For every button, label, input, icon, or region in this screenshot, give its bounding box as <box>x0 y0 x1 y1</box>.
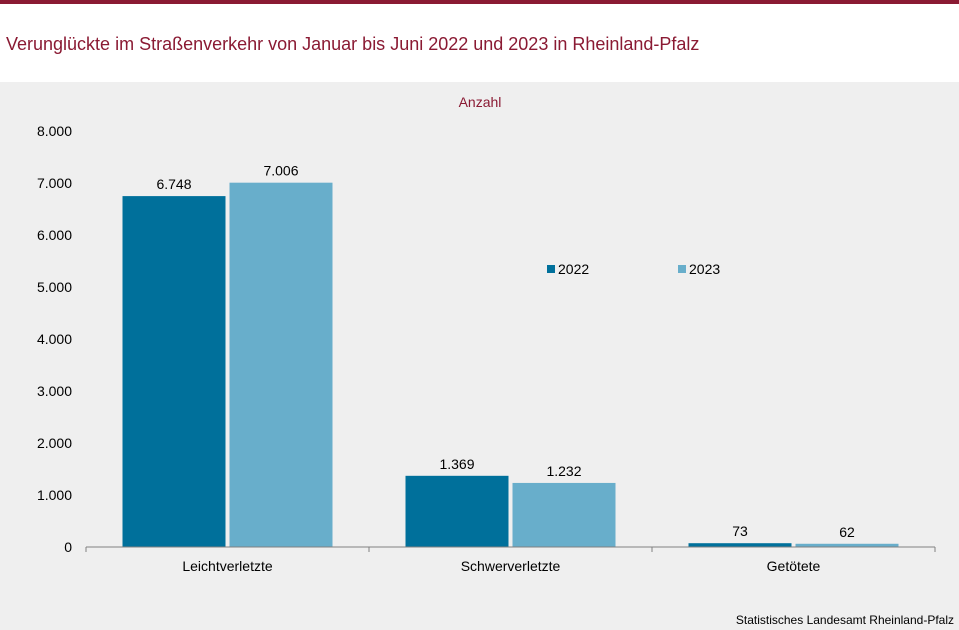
x-category-label: Schwerverletzte <box>461 558 561 574</box>
bar-2022-getötete <box>688 543 792 547</box>
data-label: 1.232 <box>546 463 581 479</box>
legend-label-2022: 2022 <box>558 261 589 277</box>
legend-label-2023: 2023 <box>689 261 720 277</box>
bar-2022-schwerverletzte <box>405 475 509 547</box>
bar-2023-schwerverletzte <box>512 482 616 547</box>
x-category-label: Getötete <box>767 558 821 574</box>
x-category-label: Leichtverletzte <box>182 558 272 574</box>
y-tick-label: 7.000 <box>37 175 72 191</box>
bar-chart: Anzahl 0 1.000 2.000 3.000 4.000 5.000 6.000 7.0… <box>37 94 954 627</box>
bar-2022-leichtverletzte <box>122 196 226 547</box>
legend-swatch-2023 <box>678 265 686 273</box>
source-note: Statistisches Landesamt Rheinland-Pfalz <box>736 613 954 627</box>
bar-2023-leichtverletzte <box>229 182 333 548</box>
y-tick-label: 1.000 <box>37 487 72 503</box>
chart-title: Verunglückte im Straßenverkehr von Janua… <box>6 34 700 54</box>
data-label: 73 <box>732 523 748 539</box>
chart-panel: Anzahl 0 1.000 2.000 3.000 4.000 5.000 6.000 7.0… <box>0 82 959 630</box>
y-tick-label: 3.000 <box>37 383 72 399</box>
data-label: 1.369 <box>439 456 474 472</box>
y-tick-label: 0 <box>64 539 72 555</box>
y-tick-label: 5.000 <box>37 279 72 295</box>
y-axis-unit-label: Anzahl <box>459 94 502 110</box>
data-label: 6.748 <box>156 176 191 192</box>
data-label: 7.006 <box>263 163 298 179</box>
top-rule <box>0 0 959 4</box>
title-bar: Verunglückte im Straßenverkehr von Janua… <box>0 4 959 74</box>
y-tick-label: 2.000 <box>37 435 72 451</box>
bar-2023-getötete <box>795 543 899 547</box>
y-tick-label: 4.000 <box>37 331 72 347</box>
data-label: 62 <box>839 524 855 540</box>
y-tick-label: 6.000 <box>37 227 72 243</box>
y-tick-label: 8.000 <box>37 123 72 139</box>
legend-swatch-2022 <box>547 265 555 273</box>
